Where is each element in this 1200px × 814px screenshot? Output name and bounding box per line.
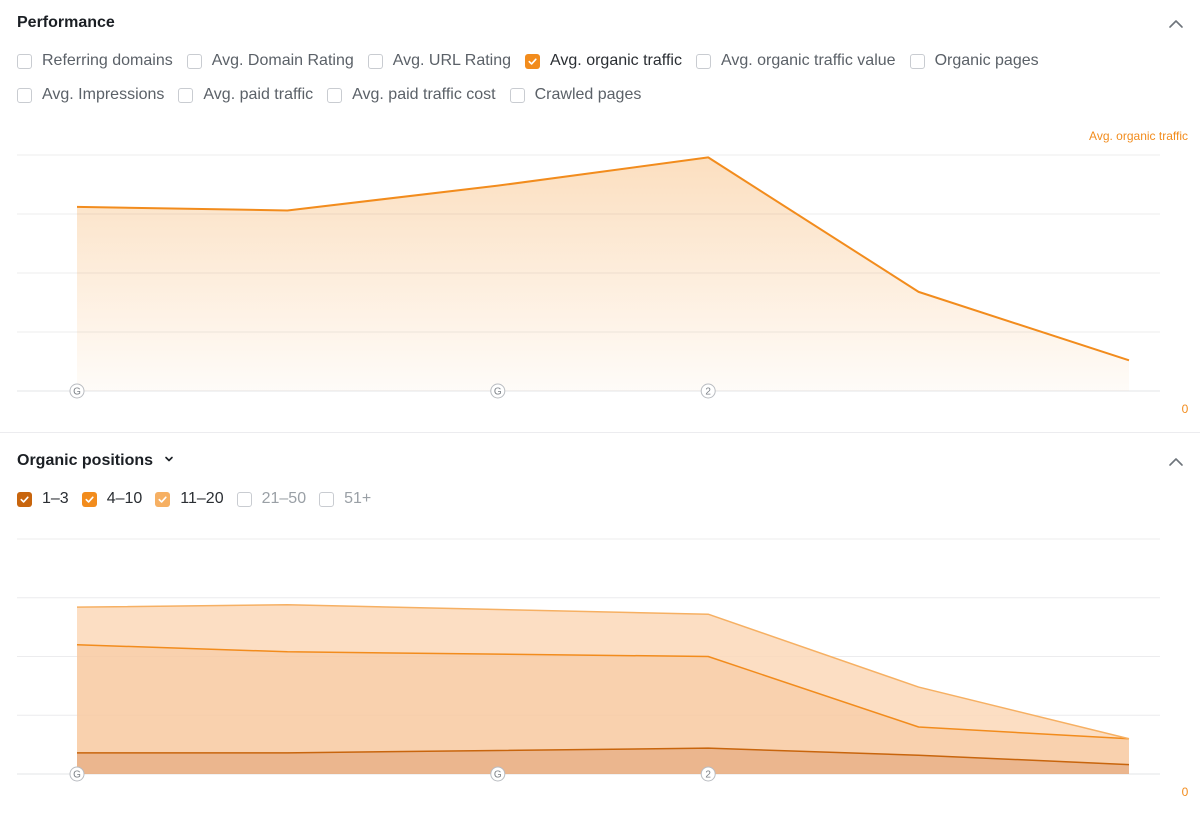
checkbox-checked-icon[interactable] [525, 53, 541, 69]
checkbox-label: Avg. paid traffic cost [352, 86, 496, 103]
annotation-label: 2 [705, 770, 711, 781]
checkbox-label: 4–10 [106, 490, 143, 507]
checkbox-label: Organic pages [934, 52, 1039, 69]
area-11-20 [77, 604, 1129, 739]
annotation-label: G [73, 387, 81, 398]
checkbox-unchecked-icon[interactable] [509, 87, 525, 103]
checkbox-checked-icon[interactable] [17, 491, 32, 507]
checkbox-avg-impressions[interactable]: Avg. Impressions [17, 86, 164, 104]
checkbox-avg-organic-traffic-value[interactable]: Avg. organic traffic value [695, 52, 896, 70]
y-axis-zero-label: 0 [1182, 785, 1189, 799]
series-legend-label: Avg. organic traffic [1089, 129, 1188, 143]
section-divider [0, 432, 1200, 433]
chevron-up-icon[interactable] [1166, 452, 1186, 472]
performance-title: Performance [17, 14, 115, 31]
checkbox-organic-pages[interactable]: Organic pages [909, 52, 1039, 70]
checkbox-avg-organic-traffic[interactable]: Avg. organic traffic [525, 52, 682, 70]
checkbox-label: 11–20 [180, 490, 224, 507]
line-11-20 [76, 604, 1130, 740]
checkbox-4-10[interactable]: 4–10 [81, 490, 143, 508]
checkbox-unchecked-icon[interactable] [186, 53, 202, 69]
checkbox-label: Avg. URL Rating [392, 52, 512, 69]
metrics-row-2: Avg. Impressions Avg. paid traffic Avg. pa… [17, 86, 655, 104]
checkbox-unchecked-icon[interactable] [327, 87, 343, 103]
checkbox-unchecked-icon[interactable] [695, 53, 711, 69]
y-axis-zero-label: 0 [1182, 402, 1189, 416]
annotation-label: 2 [705, 387, 711, 398]
checkbox-avg-paid-traffic-cost[interactable]: Avg. paid traffic cost [327, 86, 496, 104]
organic-traffic-area [77, 157, 1129, 391]
checkbox-label: 51+ [344, 490, 372, 507]
performance-chart: G G 2 0 [17, 154, 1189, 416]
checkbox-unchecked-icon[interactable] [17, 53, 32, 69]
chevron-up-icon[interactable] [1166, 14, 1186, 34]
checkbox-avg-url-rating[interactable]: Avg. URL Rating [367, 52, 512, 70]
annotation-marker [69, 766, 85, 782]
checkbox-1-3[interactable]: 1–3 [17, 490, 69, 508]
checkbox-referring-domains[interactable]: Referring domains [17, 52, 173, 70]
checkbox-unchecked-icon[interactable] [236, 491, 252, 507]
checkbox-label: Avg. paid traffic [203, 86, 314, 103]
organic-positions-label: Organic positions [17, 452, 154, 470]
checkbox-unchecked-icon[interactable] [909, 53, 925, 69]
checkbox-51[interactable]: 51+ [319, 490, 371, 508]
checkbox-unchecked-icon[interactable] [178, 87, 194, 103]
line-4-10 [76, 644, 1130, 740]
annotation-label: G [494, 770, 502, 781]
annotation-marker [490, 766, 506, 782]
area-1-3 [77, 748, 1129, 774]
organic-positions-title[interactable]: Organic positions [17, 452, 175, 470]
area-4-10 [77, 644, 1129, 765]
checkbox-checked-icon[interactable] [81, 491, 97, 507]
checkbox-unchecked-icon[interactable] [367, 53, 383, 69]
checkbox-checked-icon[interactable] [155, 491, 171, 507]
annotation-label: G [73, 770, 81, 781]
checkbox-label: Crawled pages [534, 86, 642, 103]
checkbox-avg-paid-traffic[interactable]: Avg. paid traffic [178, 86, 313, 104]
annotation-label: G [494, 387, 502, 398]
checkbox-label: Referring domains [42, 52, 173, 69]
checkbox-avg-domain-rating[interactable]: Avg. Domain Rating [186, 52, 354, 70]
annotation-marker [700, 766, 716, 782]
checkbox-crawled-pages[interactable]: Crawled pages [509, 86, 642, 104]
metrics-row-1: Referring domains Avg. Domain Rating Avg. … [17, 52, 1053, 70]
annotation-marker [490, 383, 506, 399]
checkbox-21-50[interactable]: 21–50 [236, 490, 307, 508]
annotation-marker [69, 383, 85, 399]
chevron-down-icon[interactable] [163, 452, 175, 470]
checkbox-label: Avg. organic traffic [550, 52, 682, 69]
line-1-3 [77, 747, 1130, 766]
checkbox-label: 21–50 [261, 490, 307, 507]
checkbox-unchecked-icon[interactable] [319, 491, 335, 507]
checkbox-label: Avg. organic traffic value [720, 52, 896, 69]
organic-traffic-line [76, 156, 1130, 362]
annotation-marker [700, 383, 716, 399]
checkbox-unchecked-icon[interactable] [17, 87, 32, 103]
checkbox-label: Avg. Domain Rating [211, 52, 354, 69]
checkbox-11-20[interactable]: 11–20 [155, 490, 224, 508]
checkbox-label: 1–3 [42, 490, 69, 507]
checkbox-label: Avg. Impressions [42, 86, 165, 103]
position-filters: 1–3 4–10 11–20 21–50 51+ [17, 490, 384, 508]
